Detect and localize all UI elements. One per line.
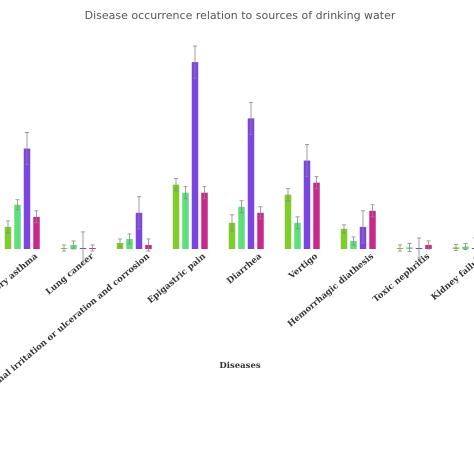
bar	[471, 247, 474, 249]
category-labels: Respiratory asthma Lung cancerIntestinal …	[0, 251, 474, 405]
category-label: Vertigo	[286, 251, 320, 282]
chart-title: Disease occurrence relation to sources o…	[85, 9, 396, 22]
bar	[257, 212, 264, 249]
bar	[182, 192, 189, 249]
bar	[303, 160, 311, 249]
bar	[369, 210, 376, 249]
category-label: Kidney failure	[430, 251, 474, 303]
bar	[238, 206, 245, 249]
bar	[23, 148, 31, 249]
bar	[313, 182, 320, 249]
bar	[340, 228, 348, 249]
bar	[201, 192, 208, 249]
bar	[4, 226, 12, 249]
category-label: Epigastric pain	[146, 252, 208, 306]
bar	[14, 204, 21, 249]
category-label: Diarrhea	[225, 251, 264, 286]
category-label: Toxic nephritis	[371, 252, 432, 305]
x-axis-label: Diseases	[219, 361, 260, 371]
bar	[172, 184, 180, 249]
bar	[247, 118, 255, 249]
bar	[33, 216, 40, 249]
category-label: Respiratory asthma	[0, 251, 40, 319]
bar	[191, 62, 199, 249]
category-label: Lung cancer	[44, 251, 96, 297]
bars-layer	[4, 45, 474, 264]
bar	[228, 222, 236, 249]
bar	[135, 212, 143, 249]
bar	[284, 194, 292, 249]
bar	[294, 222, 301, 249]
